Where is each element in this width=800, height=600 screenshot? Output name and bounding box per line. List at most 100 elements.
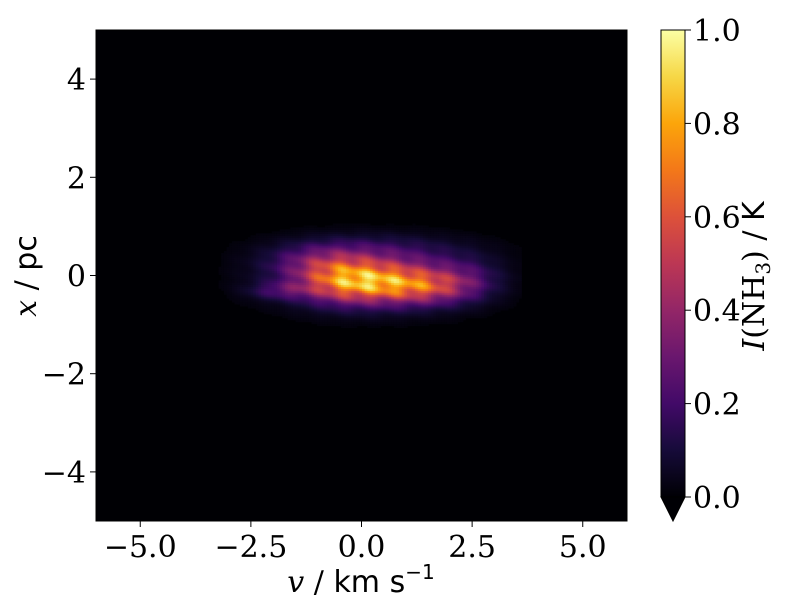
- heatmap-cell: [420, 266, 424, 270]
- heatmap-cell: [327, 296, 331, 299]
- heatmap-cell: [415, 290, 419, 293]
- heatmap-cell: [380, 296, 384, 299]
- heatmap-cell: [449, 294, 453, 297]
- heatmap-cell: [377, 319, 382, 323]
- heatmap-cell: [385, 278, 390, 282]
- heatmap-cell: [274, 239, 278, 242]
- heatmap-cell: [343, 313, 347, 317]
- heatmap-cell: [359, 323, 363, 327]
- heatmap-cell: [468, 264, 472, 268]
- heatmap-cell: [454, 252, 459, 256]
- heatmap-cell: [470, 292, 475, 295]
- heatmap-cell: [489, 313, 493, 317]
- heatmap-cell: [412, 309, 416, 313]
- heatmap-cell: [287, 252, 291, 256]
- heatmap-cell: [364, 284, 368, 287]
- heatmap-cell: [423, 264, 427, 268]
- heatmap-cell: [396, 247, 400, 250]
- heatmap-cell: [383, 231, 387, 234]
- heatmap-cell: [287, 294, 291, 297]
- heatmap-cell: [470, 288, 475, 291]
- heatmap-cell: [361, 294, 366, 297]
- heatmap-cell: [441, 252, 445, 256]
- heatmap-cell: [258, 284, 262, 287]
- heatmap-cell: [361, 243, 366, 246]
- heatmap-cell: [383, 286, 387, 289]
- heatmap-cell: [361, 319, 366, 323]
- heatmap-cell: [311, 319, 315, 323]
- heatmap-cell: [433, 288, 437, 291]
- heatmap-cell: [367, 305, 371, 309]
- heatmap-cell: [465, 237, 469, 240]
- heatmap-cell: [372, 317, 376, 321]
- heatmap-cell: [489, 237, 493, 240]
- heatmap-cell: [308, 298, 313, 301]
- heatmap-cell: [481, 254, 485, 258]
- heatmap-cell: [306, 276, 310, 280]
- heatmap-cell: [359, 237, 363, 240]
- heatmap-cell: [250, 243, 254, 246]
- heatmap-cell: [231, 276, 236, 280]
- heatmap-cell: [242, 288, 246, 291]
- heatmap-cell: [340, 296, 344, 299]
- heatmap-cell: [484, 278, 488, 282]
- heatmap-cell: [364, 274, 368, 278]
- heatmap-cell: [399, 235, 403, 238]
- heatmap-cell: [462, 272, 467, 276]
- heatmap-cell: [457, 262, 461, 266]
- heatmap-cell: [468, 286, 472, 289]
- heatmap-cell: [353, 313, 358, 317]
- heatmap-cell: [444, 305, 448, 309]
- heatmap-cell: [433, 315, 437, 319]
- heatmap-cell: [290, 303, 294, 307]
- heatmap-cell: [425, 315, 429, 319]
- heatmap-cell: [335, 319, 339, 323]
- heatmap-cell: [332, 266, 336, 270]
- heatmap-cell: [271, 270, 275, 274]
- heatmap-cell: [231, 250, 236, 254]
- heatmap-cell: [375, 229, 379, 232]
- heatmap-cell: [417, 305, 421, 309]
- heatmap-cell: [478, 309, 483, 313]
- heatmap-cell: [391, 303, 395, 307]
- heatmap-cell: [306, 272, 310, 276]
- heatmap-cell: [253, 258, 257, 262]
- heatmap-cell: [271, 290, 275, 293]
- heatmap-cell: [245, 250, 249, 254]
- heatmap-cell: [433, 300, 437, 303]
- heatmap-cell: [420, 243, 424, 246]
- heatmap-cell: [292, 237, 297, 240]
- heatmap-cell: [247, 237, 252, 240]
- heatmap-cell: [330, 323, 334, 327]
- heatmap-cell: [375, 241, 379, 244]
- heatmap-cell: [253, 280, 257, 283]
- heatmap-cell: [338, 268, 342, 272]
- heatmap-cell: [247, 247, 252, 250]
- heatmap-cell: [393, 300, 398, 303]
- heatmap-cell: [502, 248, 506, 252]
- heatmap-cell: [303, 319, 307, 323]
- heatmap-cell: [247, 286, 252, 289]
- heatmap-cell: [343, 319, 347, 323]
- heatmap-cell: [239, 247, 244, 250]
- heatmap-cell: [401, 248, 406, 252]
- heatmap-cell: [311, 233, 315, 236]
- heatmap-cell: [343, 302, 347, 305]
- heatmap-cell: [322, 313, 326, 317]
- heatmap-cell: [314, 258, 318, 262]
- heatmap-cell: [462, 274, 467, 278]
- heatmap-cell: [391, 245, 395, 248]
- heatmap-cell: [322, 284, 326, 287]
- heatmap-cell: [343, 237, 347, 240]
- heatmap-cell: [473, 305, 477, 309]
- heatmap-cell: [279, 276, 283, 280]
- heatmap-cell: [396, 252, 400, 256]
- heatmap-cell: [438, 313, 443, 317]
- heatmap-cell: [367, 241, 371, 244]
- heatmap-cell: [399, 325, 403, 329]
- heatmap-cell: [383, 262, 387, 266]
- heatmap-cell: [303, 247, 307, 250]
- heatmap-cell: [332, 317, 336, 321]
- heatmap-cell: [478, 270, 483, 274]
- heatmap-cell: [396, 250, 400, 254]
